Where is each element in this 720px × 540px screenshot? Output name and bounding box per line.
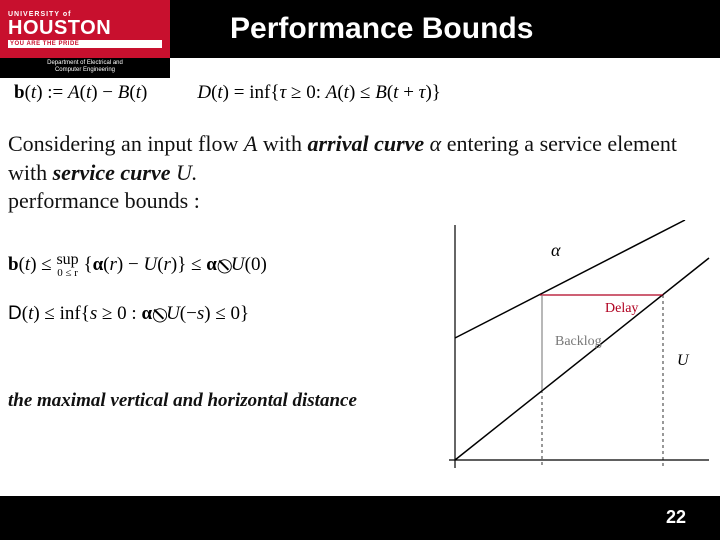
delay-definition: D(t) = inf{τ ≥ 0: A(t) ≤ B(t + τ)}	[197, 82, 441, 104]
min-plus-deconv-icon	[217, 240, 231, 289]
alpha-label: α	[551, 240, 561, 260]
delay-label: Delay	[605, 301, 638, 316]
u-curve	[455, 258, 709, 460]
definition-equations: b(t) := A(t) − B(t) D(t) = inf{τ ≥ 0: A(…	[14, 82, 714, 104]
uh-logo: UNIVERSITY of HOUSTON YOU ARE THE PRIDE	[0, 0, 170, 58]
backlog-bound-equation: b(t) ≤ sup 0 ≤ r {α(r) − U(r)} ≤ αU(0)	[8, 240, 267, 289]
delay-bound-equation: D(t) ≤ inf{s ≥ 0 : αU(−s) ≤ 0}	[8, 289, 267, 338]
backlog-definition: b(t) := A(t) − B(t)	[14, 82, 147, 104]
alpha-curve	[455, 220, 685, 338]
para-service: service curve	[53, 160, 171, 185]
body-paragraph: Considering an input flow A with arrival…	[8, 130, 708, 216]
slide-footer	[0, 496, 720, 540]
dept-line2: Computer Engineering	[55, 67, 115, 73]
caption-text: the maximal vertical and horizontal dist…	[8, 390, 357, 412]
u-label: U	[677, 352, 690, 369]
dept-line1: Department of Electrical and	[47, 60, 123, 66]
para-text-4: performance bounds :	[8, 188, 200, 213]
performance-bound-equations: b(t) ≤ sup 0 ≤ r {α(r) − U(r)} ≤ αU(0) D…	[8, 240, 267, 339]
min-plus-deconv-icon	[152, 289, 166, 338]
para-arrival: arrival curve	[307, 131, 424, 156]
logo-tagline-text: YOU ARE THE PRIDE	[8, 40, 162, 48]
para-A: A	[244, 131, 257, 156]
para-text-1: Considering an input flow	[8, 131, 244, 156]
para-U: U.	[171, 160, 198, 185]
slide-header: UNIVERSITY of HOUSTON YOU ARE THE PRIDE …	[0, 0, 720, 58]
sup-operator: sup 0 ≤ r	[56, 252, 78, 279]
slide-title: Performance Bounds	[230, 12, 533, 46]
department-label: Department of Electrical and Computer En…	[0, 58, 170, 78]
para-text-2: with	[257, 131, 307, 156]
para-alpha: α	[424, 131, 441, 156]
logo-name-text: HOUSTON	[8, 18, 162, 38]
backlog-label: Backlog	[555, 334, 602, 349]
bounds-diagram: α Delay Backlog U	[445, 220, 713, 480]
page-number: 22	[666, 507, 686, 528]
